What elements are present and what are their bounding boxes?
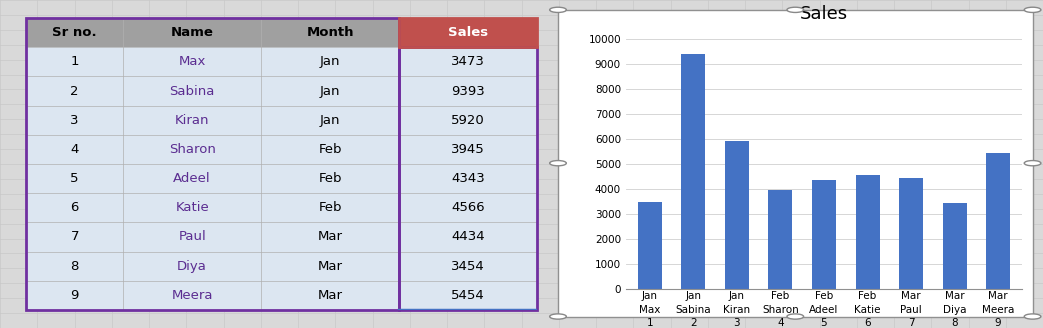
Text: Kiran: Kiran [175, 114, 210, 127]
Bar [399, 164, 537, 193]
Text: 6: 6 [71, 201, 79, 214]
Text: Mar: Mar [318, 289, 343, 302]
Text: Feb: Feb [318, 143, 342, 156]
Text: Sabina: Sabina [169, 85, 215, 97]
Bar [123, 252, 261, 281]
Text: 3473: 3473 [452, 55, 485, 68]
Bar [123, 135, 261, 164]
Bar [123, 106, 261, 135]
Text: 8: 8 [71, 260, 79, 273]
Bar [399, 252, 537, 281]
Bar [261, 18, 399, 47]
Text: Jan: Jan [320, 114, 340, 127]
Bar [26, 281, 123, 310]
Bar [26, 47, 123, 76]
Bar [123, 47, 261, 76]
Bar [261, 222, 399, 252]
Bar [261, 47, 399, 76]
Bar [261, 76, 399, 106]
Text: 3454: 3454 [452, 260, 485, 273]
Bar [855, 175, 879, 289]
Bar [943, 202, 967, 289]
Bar [399, 135, 537, 164]
Bar [26, 252, 123, 281]
Bar [26, 18, 123, 47]
Text: Mar: Mar [318, 231, 343, 243]
Bar [26, 76, 123, 106]
Text: Sharon: Sharon [169, 143, 216, 156]
Text: 5920: 5920 [452, 114, 485, 127]
Text: 5: 5 [70, 172, 79, 185]
Bar [26, 164, 123, 193]
Text: Name: Name [171, 26, 214, 39]
Text: Diya: Diya [177, 260, 208, 273]
Text: Month: Month [307, 26, 354, 39]
Title: Sales: Sales [800, 6, 848, 23]
Bar [123, 222, 261, 252]
Bar [123, 76, 261, 106]
Bar [26, 106, 123, 135]
Text: Katie: Katie [175, 201, 209, 214]
Bar [26, 135, 123, 164]
Text: 2: 2 [70, 85, 79, 97]
Bar [26, 193, 123, 222]
Text: 9393: 9393 [452, 85, 485, 97]
Text: Feb: Feb [318, 172, 342, 185]
Text: Jan: Jan [320, 55, 340, 68]
Bar [769, 190, 793, 289]
Bar [899, 178, 923, 289]
Text: 1: 1 [70, 55, 79, 68]
Bar [261, 281, 399, 310]
Text: 4566: 4566 [452, 201, 485, 214]
Text: 5454: 5454 [452, 289, 485, 302]
Bar [261, 252, 399, 281]
Bar [399, 193, 537, 222]
Bar [399, 106, 537, 135]
Bar [261, 193, 399, 222]
Text: Sr no.: Sr no. [52, 26, 97, 39]
Bar [812, 180, 835, 289]
Text: Sales: Sales [448, 26, 488, 39]
Bar [637, 202, 661, 289]
Bar [261, 164, 399, 193]
Bar [26, 18, 399, 310]
Bar [399, 222, 537, 252]
Text: Feb: Feb [318, 201, 342, 214]
Text: 3945: 3945 [452, 143, 485, 156]
Bar [399, 47, 537, 76]
Text: Meera: Meera [171, 289, 213, 302]
Bar [399, 47, 537, 310]
Bar [261, 135, 399, 164]
Text: Jan: Jan [320, 85, 340, 97]
Text: Paul: Paul [178, 231, 207, 243]
Bar [261, 106, 399, 135]
Bar [399, 18, 537, 47]
Bar [725, 141, 749, 289]
Text: Mar: Mar [318, 260, 343, 273]
Text: 3: 3 [70, 114, 79, 127]
Text: 4343: 4343 [452, 172, 485, 185]
Text: 7: 7 [70, 231, 79, 243]
Bar [123, 18, 261, 47]
Text: Max: Max [178, 55, 205, 68]
Text: Adeel: Adeel [173, 172, 211, 185]
Bar [681, 54, 705, 289]
Bar [987, 153, 1011, 289]
Bar [26, 222, 123, 252]
Bar [399, 18, 537, 47]
Bar [123, 281, 261, 310]
Text: 9: 9 [71, 289, 79, 302]
Bar [123, 164, 261, 193]
Bar [123, 193, 261, 222]
Text: 4: 4 [71, 143, 79, 156]
Text: 4434: 4434 [452, 231, 485, 243]
Bar [399, 76, 537, 106]
Bar [399, 281, 537, 310]
